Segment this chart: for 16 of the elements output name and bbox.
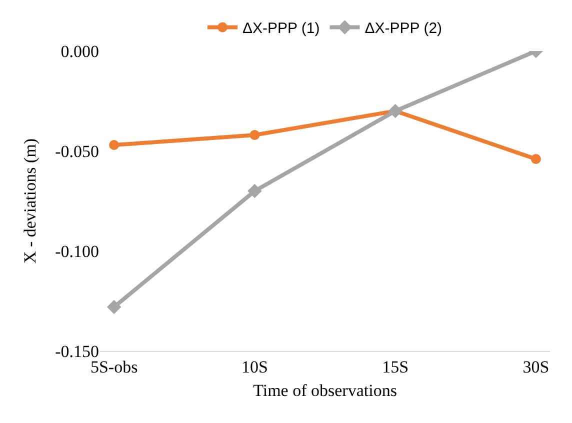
x-axis-title: Time of observations <box>253 380 397 400</box>
point <box>106 300 122 314</box>
point <box>388 104 402 118</box>
legend-label: ΔX-PPP (2) <box>364 20 442 38</box>
point <box>530 154 541 164</box>
point <box>248 184 262 198</box>
x-tick-label: 30S <box>522 357 550 376</box>
point <box>250 130 260 140</box>
x-tick-label: 10S <box>241 357 268 376</box>
point <box>109 140 120 150</box>
legend-label: ΔX-PPP (1) <box>242 20 320 38</box>
y-axis-title: X - deviations (m) <box>20 138 40 264</box>
y-tick-label: -0.050 <box>55 142 99 161</box>
y-tick-label: -0.100 <box>55 242 99 261</box>
y-tick-label: 0.000 <box>60 42 99 61</box>
x-tick-label: 15S <box>382 357 409 376</box>
